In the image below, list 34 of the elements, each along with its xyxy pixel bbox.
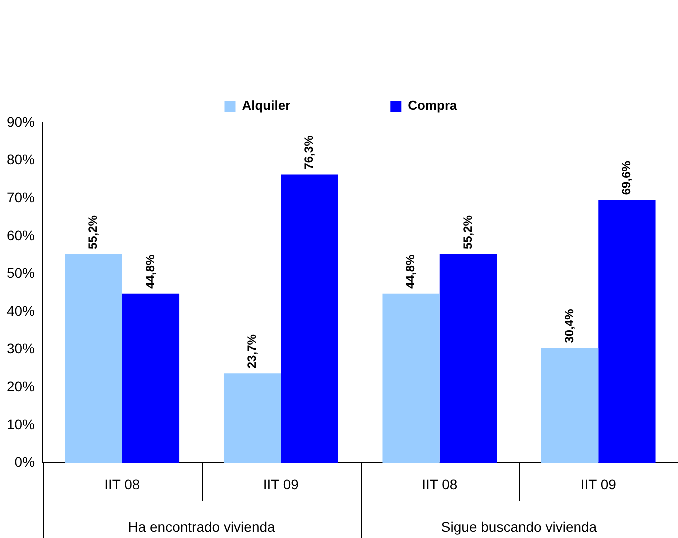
y-tick-label: 10% xyxy=(6,416,36,432)
legend-label: Compra xyxy=(408,98,458,114)
data-label: 44,8% xyxy=(404,254,418,289)
y-tick-label: 20% xyxy=(6,378,36,394)
data-label: 30,4% xyxy=(562,308,576,344)
legend-label: Alquiler xyxy=(242,98,291,114)
data-label: 55,2% xyxy=(86,215,100,250)
bar xyxy=(598,200,656,464)
y-tick-label: 70% xyxy=(6,189,36,206)
x-tick-label: IIT 08 xyxy=(104,476,140,492)
bar xyxy=(440,254,498,464)
text: Sigue buscando vivienda xyxy=(441,519,598,535)
y-tick-label: 90% xyxy=(6,114,36,130)
y-tick-label: 50% xyxy=(6,265,36,282)
data-label: 23,7% xyxy=(244,334,259,369)
bar xyxy=(382,294,440,464)
y-tick-label: 80% xyxy=(6,152,36,168)
bar xyxy=(281,174,338,464)
bar xyxy=(65,254,122,464)
data-label: 76,3% xyxy=(302,135,316,170)
y-tick-label: 60% xyxy=(6,227,36,244)
x-tick-label: IIT 09 xyxy=(263,476,300,492)
y-tick-label: 30% xyxy=(6,340,36,357)
bar xyxy=(541,348,599,464)
x-tick-label: IIT 08 xyxy=(422,476,458,492)
bar xyxy=(224,374,282,464)
bar xyxy=(122,294,180,464)
data-label: 44,8% xyxy=(143,254,158,289)
text: Ha encontrado vivienda xyxy=(128,519,276,535)
data-label: 69,6% xyxy=(620,160,634,196)
y-tick-label: 0% xyxy=(14,454,36,470)
data-label: 55,2% xyxy=(460,215,475,250)
y-tick-label: 40% xyxy=(6,302,36,319)
x-tick-label: IIT 09 xyxy=(580,476,617,492)
